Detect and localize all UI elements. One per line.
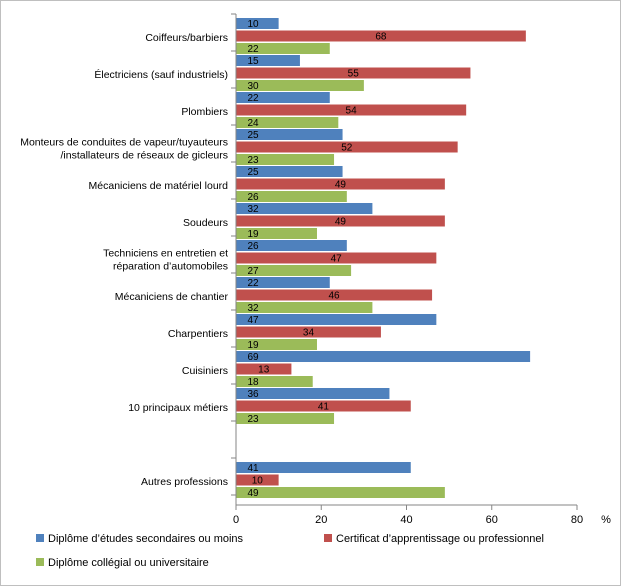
x-tick-label-1: 20	[315, 514, 327, 526]
bar-s2-c9	[236, 376, 313, 387]
data-label-s0-c5: 32	[247, 204, 259, 215]
data-label-s2-c8: 19	[247, 340, 259, 351]
data-label-s0-c3: 25	[247, 130, 259, 141]
bar-s1-c6	[236, 252, 437, 264]
bar-s1-c5	[236, 215, 445, 227]
data-label-s2-c3: 23	[247, 155, 259, 166]
bar-s0-c8	[236, 314, 437, 325]
bar-s0-c7	[236, 277, 330, 288]
category-label-8: Charpentiers	[168, 328, 228, 340]
data-label-s2-c4: 26	[247, 192, 259, 203]
x-tick-label-4: 80	[571, 514, 583, 526]
data-label-s2-c6: 27	[247, 266, 259, 277]
data-label-s2-c9: 18	[247, 377, 259, 388]
category-label-3-line1: /installateurs de réseaux de gicleurs	[60, 150, 228, 162]
category-label-3-line0: Monteurs de conduites de vapeur/tuyauteu…	[20, 137, 228, 149]
data-label-s0-c9: 69	[247, 352, 259, 363]
data-label-s0-c0: 10	[247, 19, 259, 30]
category-label-0: Coiffeurs/barbiers	[145, 32, 228, 44]
bar-s2-c0	[236, 43, 330, 54]
data-label-s1-c8: 34	[303, 328, 315, 339]
data-label-s0-c12: 41	[247, 463, 259, 474]
legend-label-2: Diplôme collégial ou universitaire	[48, 557, 209, 569]
bar-s1-c10	[236, 400, 411, 412]
category-label-2: Plombiers	[181, 106, 228, 118]
bar-s2-c4	[236, 191, 347, 202]
bar-s2-c8	[236, 339, 317, 350]
bar-s1-c1	[236, 67, 471, 79]
bar-s2-c10	[236, 413, 335, 424]
bar-s0-c10	[236, 388, 390, 399]
bar-s1-c9	[236, 363, 292, 375]
bar-s2-c12	[236, 487, 445, 498]
data-label-s0-c2: 22	[247, 93, 259, 104]
data-label-s1-c5: 49	[335, 217, 347, 228]
category-label-4: Mécaniciens de matériel lourd	[89, 180, 229, 192]
data-label-s0-c1: 15	[247, 56, 259, 67]
bar-s0-c3	[236, 129, 343, 140]
bar-s0-c2	[236, 92, 330, 103]
data-label-s1-c9: 13	[258, 365, 270, 376]
data-label-s2-c2: 24	[247, 118, 259, 129]
data-label-s1-c6: 47	[331, 254, 343, 265]
bar-s1-c12	[236, 474, 279, 486]
data-label-s2-c1: 30	[247, 81, 259, 92]
data-label-s1-c3: 52	[341, 143, 353, 154]
data-label-s0-c4: 25	[247, 167, 259, 178]
bar-s0-c0	[236, 18, 279, 29]
bar-s2-c5	[236, 228, 317, 239]
x-tick-label-0: 0	[233, 514, 239, 526]
data-label-s2-c5: 19	[247, 229, 259, 240]
legend-swatch-1	[324, 534, 332, 542]
category-label-10: 10 principaux métiers	[128, 402, 228, 414]
data-label-s1-c4: 49	[335, 180, 347, 191]
unit-label: %	[601, 514, 611, 526]
bar-s1-c4	[236, 178, 445, 190]
x-tick-label-3: 60	[486, 514, 498, 526]
bar-s1-c3	[236, 141, 458, 153]
legend-swatch-0	[36, 534, 44, 542]
bar-s1-c7	[236, 289, 433, 301]
legend-swatch-2	[36, 558, 44, 566]
data-label-s2-c12: 49	[247, 488, 259, 499]
category-label-12: Autres professions	[141, 476, 228, 488]
data-label-s0-c10: 36	[247, 389, 259, 400]
bar-s1-c2	[236, 104, 467, 116]
data-label-s2-c7: 32	[247, 303, 259, 314]
data-label-s0-c8: 47	[247, 315, 259, 326]
bar-s0-c4	[236, 166, 343, 177]
x-tick-label-2: 40	[400, 514, 412, 526]
bar-s0-c5	[236, 203, 373, 214]
bar-s1-c0	[236, 30, 526, 42]
category-label-7: Mécaniciens de chantier	[115, 291, 229, 303]
bar-s0-c1	[236, 55, 300, 66]
category-label-6-line0: Techniciens en entretien et	[103, 248, 228, 260]
data-label-s0-c6: 26	[247, 241, 259, 252]
legend-label-0: Diplôme d’études secondaires ou moins	[48, 533, 244, 545]
legend-label-1: Certificat d’apprentissage ou profession…	[336, 533, 544, 545]
bar-s0-c6	[236, 240, 347, 251]
bar-s2-c2	[236, 117, 339, 128]
category-label-1: Électriciens (sauf industriels)	[94, 68, 228, 81]
bar-s2-c1	[236, 80, 364, 91]
category-label-5: Soudeurs	[183, 217, 228, 229]
bar-s1-c8	[236, 326, 381, 338]
bar-s2-c6	[236, 265, 352, 276]
data-label-s2-c10: 23	[247, 414, 259, 425]
data-label-s1-c2: 54	[346, 106, 358, 117]
bar-s0-c12	[236, 462, 411, 473]
bar-s0-c9	[236, 351, 531, 362]
category-label-9: Cuisiniers	[182, 365, 228, 377]
data-label-s1-c7: 46	[328, 291, 340, 302]
data-label-s1-c1: 55	[348, 69, 360, 80]
data-label-s1-c10: 41	[318, 402, 330, 413]
category-label-6-line1: réparation d’automobiles	[113, 261, 228, 273]
data-label-s1-c0: 68	[375, 32, 387, 43]
data-label-s1-c12: 10	[252, 476, 264, 487]
data-label-s2-c0: 22	[247, 44, 259, 55]
bar-s2-c7	[236, 302, 373, 313]
bar-s2-c3	[236, 154, 335, 165]
data-label-s0-c7: 22	[247, 278, 259, 289]
